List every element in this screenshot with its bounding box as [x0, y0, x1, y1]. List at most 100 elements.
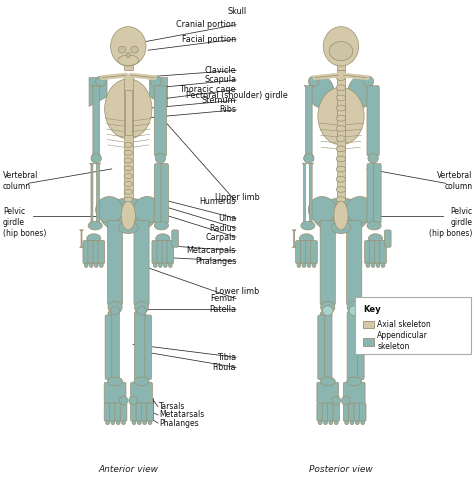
FancyBboxPatch shape: [349, 403, 356, 421]
Ellipse shape: [323, 27, 359, 66]
Ellipse shape: [137, 307, 146, 315]
Ellipse shape: [118, 222, 138, 234]
FancyBboxPatch shape: [292, 230, 296, 247]
Ellipse shape: [129, 396, 137, 405]
Ellipse shape: [309, 197, 336, 223]
Ellipse shape: [164, 263, 167, 268]
FancyBboxPatch shape: [328, 403, 334, 421]
Ellipse shape: [143, 421, 146, 425]
Text: Sternum: Sternum: [201, 96, 236, 105]
FancyBboxPatch shape: [108, 312, 119, 379]
Ellipse shape: [347, 217, 361, 229]
Ellipse shape: [346, 197, 374, 223]
FancyBboxPatch shape: [374, 241, 381, 264]
Ellipse shape: [368, 234, 383, 243]
Ellipse shape: [300, 234, 314, 243]
FancyBboxPatch shape: [104, 382, 126, 403]
FancyBboxPatch shape: [104, 403, 111, 421]
Ellipse shape: [336, 166, 346, 172]
FancyBboxPatch shape: [145, 315, 152, 379]
FancyBboxPatch shape: [172, 230, 178, 247]
Ellipse shape: [124, 166, 133, 171]
Ellipse shape: [122, 421, 126, 425]
Ellipse shape: [91, 154, 101, 163]
FancyBboxPatch shape: [136, 403, 143, 421]
Ellipse shape: [126, 53, 130, 57]
Ellipse shape: [124, 150, 133, 155]
Text: Phalanges: Phalanges: [195, 257, 236, 266]
Text: Phalanges: Phalanges: [159, 419, 199, 428]
Ellipse shape: [336, 197, 346, 202]
Ellipse shape: [346, 377, 362, 386]
Ellipse shape: [329, 41, 353, 61]
Ellipse shape: [154, 263, 157, 268]
Ellipse shape: [381, 263, 385, 268]
Ellipse shape: [350, 421, 354, 425]
Ellipse shape: [124, 158, 133, 163]
Bar: [124, 75, 133, 207]
Ellipse shape: [320, 301, 335, 313]
FancyBboxPatch shape: [320, 312, 332, 379]
Ellipse shape: [109, 217, 122, 229]
Ellipse shape: [336, 125, 346, 131]
FancyBboxPatch shape: [367, 86, 379, 156]
Ellipse shape: [336, 176, 346, 182]
FancyBboxPatch shape: [155, 163, 163, 223]
FancyBboxPatch shape: [98, 241, 105, 264]
Ellipse shape: [124, 182, 133, 187]
Polygon shape: [89, 78, 107, 107]
Text: Femur: Femur: [210, 294, 236, 303]
Ellipse shape: [105, 79, 152, 139]
Ellipse shape: [336, 115, 346, 121]
Bar: [363, 321, 374, 328]
Text: Humerus: Humerus: [200, 197, 236, 206]
Text: Posterior view: Posterior view: [309, 465, 373, 474]
Ellipse shape: [132, 421, 136, 425]
FancyBboxPatch shape: [161, 163, 168, 223]
Ellipse shape: [124, 205, 133, 210]
FancyBboxPatch shape: [167, 241, 173, 264]
FancyBboxPatch shape: [317, 382, 338, 403]
Polygon shape: [150, 78, 167, 107]
Ellipse shape: [349, 306, 359, 316]
Ellipse shape: [368, 154, 378, 163]
FancyBboxPatch shape: [157, 241, 164, 264]
Ellipse shape: [110, 27, 146, 66]
Ellipse shape: [336, 156, 346, 162]
FancyBboxPatch shape: [80, 230, 83, 247]
Ellipse shape: [367, 221, 381, 230]
Ellipse shape: [108, 377, 123, 386]
Ellipse shape: [313, 198, 369, 233]
Ellipse shape: [88, 221, 102, 230]
FancyBboxPatch shape: [93, 241, 100, 264]
FancyBboxPatch shape: [95, 163, 101, 223]
Ellipse shape: [137, 421, 141, 425]
Ellipse shape: [87, 234, 101, 243]
Ellipse shape: [322, 306, 333, 316]
Ellipse shape: [124, 143, 133, 147]
Ellipse shape: [106, 421, 109, 425]
FancyBboxPatch shape: [311, 241, 318, 264]
FancyBboxPatch shape: [108, 220, 123, 305]
Ellipse shape: [96, 76, 106, 87]
Ellipse shape: [156, 234, 170, 243]
FancyBboxPatch shape: [120, 403, 127, 421]
Ellipse shape: [84, 263, 88, 268]
Text: Radius: Radius: [209, 224, 236, 232]
Text: Fibula: Fibula: [212, 363, 236, 372]
FancyBboxPatch shape: [141, 403, 148, 421]
Text: Key: Key: [363, 306, 381, 314]
FancyBboxPatch shape: [343, 382, 365, 403]
FancyBboxPatch shape: [88, 241, 95, 264]
Ellipse shape: [309, 76, 319, 87]
Ellipse shape: [135, 217, 148, 229]
Ellipse shape: [334, 421, 338, 425]
Ellipse shape: [341, 396, 350, 405]
FancyBboxPatch shape: [306, 241, 312, 264]
Ellipse shape: [361, 421, 365, 425]
Ellipse shape: [158, 263, 162, 268]
Text: Lower limb: Lower limb: [215, 287, 259, 296]
Ellipse shape: [151, 76, 161, 87]
FancyBboxPatch shape: [135, 312, 146, 379]
Text: Cranial portion: Cranial portion: [176, 20, 236, 29]
